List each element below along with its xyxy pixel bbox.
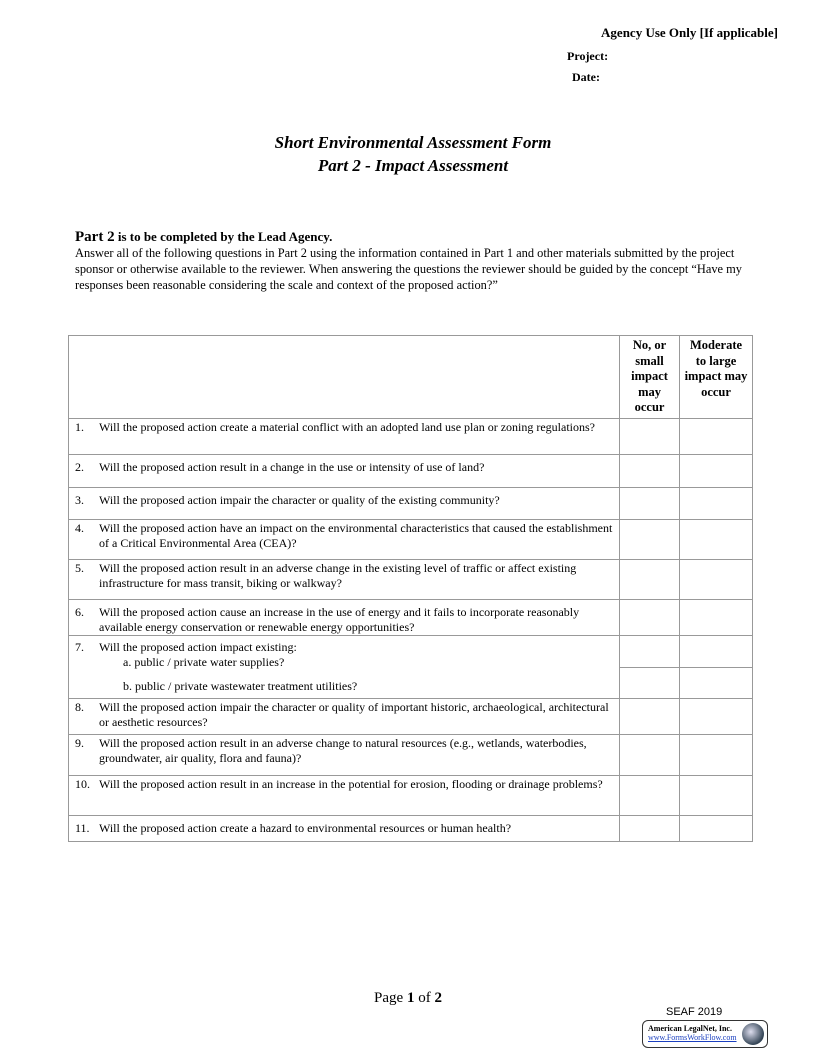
project-label: Project: bbox=[567, 49, 609, 63]
small-impact-checkbox[interactable] bbox=[619, 733, 681, 776]
question-text: Will the proposed action cause an increa… bbox=[99, 604, 580, 634]
small-impact-checkbox[interactable] bbox=[619, 518, 681, 560]
small-impact-checkbox[interactable] bbox=[619, 417, 681, 455]
table-header: No, or small impact may occur Moderate t… bbox=[67, 335, 753, 419]
large-impact-checkbox[interactable] bbox=[679, 518, 753, 560]
question-number: 5. bbox=[75, 560, 84, 575]
question-number: 4. bbox=[75, 520, 84, 535]
agency-use-heading: Agency Use Only [If applicable] bbox=[601, 25, 778, 40]
question-text: Will the proposed action create a hazard… bbox=[99, 820, 512, 835]
instructions: Part 2 is to be completed by the Lead Ag… bbox=[75, 229, 755, 293]
large-impact-checkbox[interactable] bbox=[679, 634, 753, 668]
table-row: 4. Will the proposed action have an impac… bbox=[67, 518, 753, 560]
part-label: Part 2 bbox=[75, 229, 115, 245]
table-row: 9. Will the proposed action result in an … bbox=[67, 733, 753, 776]
small-impact-checkbox[interactable] bbox=[619, 666, 681, 699]
table-row: 3. Will the proposed action impair the ch… bbox=[67, 486, 753, 520]
small-impact-checkbox[interactable] bbox=[619, 598, 681, 636]
table-row: 8. Will the proposed action impair the ch… bbox=[67, 697, 753, 735]
question-number: 11. bbox=[75, 820, 90, 835]
question-text: Will the proposed action create a materi… bbox=[99, 419, 596, 434]
instruction-body: Answer all of the following questions in… bbox=[75, 246, 742, 292]
table-row: 2. Will the proposed action result in a c… bbox=[67, 453, 753, 488]
question-cell: 9. Will the proposed action result in an … bbox=[67, 733, 621, 776]
page-number: Page 1 of 2 bbox=[374, 990, 442, 1006]
table-row: 10. Will the proposed action result in an… bbox=[67, 774, 753, 816]
small-impact-checkbox[interactable] bbox=[619, 697, 681, 735]
large-impact-checkbox[interactable] bbox=[679, 417, 753, 455]
question-cell: 10. Will the proposed action result in an… bbox=[67, 774, 621, 816]
question-text: Will the proposed action result in an in… bbox=[99, 776, 603, 791]
question-text: Will the proposed action impair the char… bbox=[99, 699, 609, 729]
logo-link[interactable]: www.FormsWorkFlow.com bbox=[648, 1033, 737, 1042]
question-number: 8. bbox=[75, 699, 84, 714]
large-impact-checkbox[interactable] bbox=[679, 486, 753, 520]
question-cell: 11. Will the proposed action create a haz… bbox=[67, 814, 621, 842]
instruction-heading: is to be completed by the Lead Agency. bbox=[114, 229, 333, 244]
table-row: 7. Will the proposed action impact existi… bbox=[67, 634, 753, 699]
question-text: Will the proposed action result in an ad… bbox=[99, 735, 587, 765]
table-row: 5. Will the proposed action result in an … bbox=[67, 558, 753, 600]
large-impact-checkbox[interactable] bbox=[679, 697, 753, 735]
question-number: 9. bbox=[75, 735, 84, 750]
question-number: 2. bbox=[75, 459, 84, 474]
question-header bbox=[67, 335, 621, 419]
large-impact-checkbox[interactable] bbox=[679, 666, 753, 699]
question-number: 1. bbox=[75, 419, 84, 434]
impact-assessment-table: No, or small impact may occur Moderate t… bbox=[67, 335, 753, 842]
small-impact-checkbox[interactable] bbox=[619, 774, 681, 816]
small-impact-checkbox[interactable] bbox=[619, 453, 681, 488]
question-number: 6. bbox=[75, 604, 84, 619]
small-impact-checkbox[interactable] bbox=[619, 634, 681, 668]
question-text: Will the proposed action impact existing… bbox=[99, 639, 297, 654]
question-text: Will the proposed action result in an ad… bbox=[99, 560, 577, 590]
form-subtitle: Part 2 - Impact Assessment bbox=[317, 156, 509, 175]
question-cell: 1. Will the proposed action create a mate… bbox=[67, 417, 621, 455]
question-number: 10. bbox=[75, 776, 90, 791]
date-label: Date: bbox=[572, 70, 600, 84]
logo-name: American LegalNet, Inc. bbox=[648, 1024, 732, 1033]
large-impact-checkbox[interactable] bbox=[679, 598, 753, 636]
large-impact-checkbox[interactable] bbox=[679, 814, 753, 842]
large-impact-checkbox[interactable] bbox=[679, 453, 753, 488]
question-subitem-a: a. public / private water supplies? bbox=[123, 654, 285, 669]
globe-icon bbox=[742, 1023, 764, 1045]
small-impact-checkbox[interactable] bbox=[619, 814, 681, 842]
question-subitem-b: b. public / private wastewater treatment… bbox=[123, 678, 358, 693]
question-cell: 3. Will the proposed action impair the ch… bbox=[67, 486, 621, 520]
question-cell: 4. Will the proposed action have an impac… bbox=[67, 518, 621, 560]
table-row: 6. Will the proposed action cause an incr… bbox=[67, 598, 753, 636]
large-impact-checkbox[interactable] bbox=[679, 774, 753, 816]
small-impact-checkbox[interactable] bbox=[619, 558, 681, 600]
question-number: 3. bbox=[75, 492, 84, 507]
question-text: Will the proposed action impair the char… bbox=[99, 492, 500, 507]
question-text: Will the proposed action result in a cha… bbox=[99, 459, 485, 474]
legalnet-logo: American LegalNet, Inc. www.FormsWorkFlo… bbox=[642, 1020, 768, 1048]
small-impact-checkbox[interactable] bbox=[619, 486, 681, 520]
question-cell: 8. Will the proposed action impair the ch… bbox=[67, 697, 621, 735]
small-impact-header: No, or small impact may occur bbox=[619, 335, 681, 419]
question-number: 7. bbox=[75, 639, 84, 654]
large-impact-header: Moderate to large impact may occur bbox=[679, 335, 753, 419]
question-cell: 6. Will the proposed action cause an incr… bbox=[67, 598, 621, 636]
table-row: 1. Will the proposed action create a mate… bbox=[67, 417, 753, 455]
table-row: 11. Will the proposed action create a haz… bbox=[67, 814, 753, 842]
form-title: Short Environmental Assessment Form bbox=[274, 133, 552, 152]
large-impact-checkbox[interactable] bbox=[679, 558, 753, 600]
question-text: Will the proposed action have an impact … bbox=[99, 520, 613, 550]
question-cell: 5. Will the proposed action result in an … bbox=[67, 558, 621, 600]
question-cell: 2. Will the proposed action result in a c… bbox=[67, 453, 621, 488]
large-impact-checkbox[interactable] bbox=[679, 733, 753, 776]
question-cell: 7. Will the proposed action impact existi… bbox=[67, 634, 621, 699]
form-id: SEAF 2019 bbox=[666, 1006, 723, 1018]
